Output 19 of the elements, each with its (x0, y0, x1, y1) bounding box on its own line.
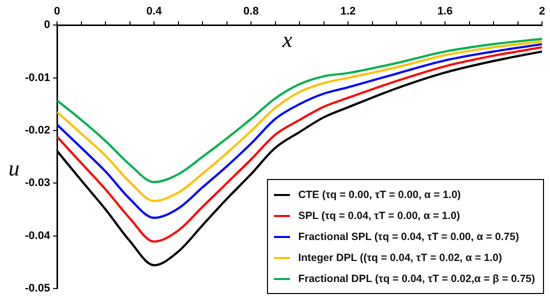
x-tick-label: 2 (538, 6, 546, 18)
x-tick-label: 0 (54, 6, 60, 18)
legend-label: Fractional DPL (τq = 0.04, τT = 0.02,α = β = 0.75) (298, 272, 535, 284)
legend-label: Fractional SPL (τq = 0.04, τT = 0.00, α = 0.75) (298, 230, 519, 242)
x-tick-label: 0.8 (243, 6, 259, 18)
x-tick-label: 1.6 (437, 6, 453, 18)
y-tick-label: -0.05 (24, 282, 50, 294)
x-tick-label: 1.2 (340, 6, 356, 18)
y-tick-label: -0.02 (24, 124, 50, 137)
x-tick-label: 0.4 (146, 6, 163, 18)
legend-label: SPL (τq = 0.04, τT = 0.00, α = 1.0) (298, 210, 460, 222)
y-axis-title: u (8, 156, 20, 181)
y-tick-label: -0.01 (24, 72, 50, 84)
y-tick-label: -0.04 (24, 230, 51, 242)
legend-label: CTE (τq = 0.00, τT = 0.00, α = 1.0) (298, 188, 461, 200)
x-axis-title: x (282, 26, 293, 52)
legend-label: Integer DPL ((τq = 0.04, τT = 0.02, α = 1.0) (298, 252, 502, 264)
y-tick-label: 0 (44, 19, 50, 32)
y-tick-label: -0.03 (24, 177, 50, 190)
